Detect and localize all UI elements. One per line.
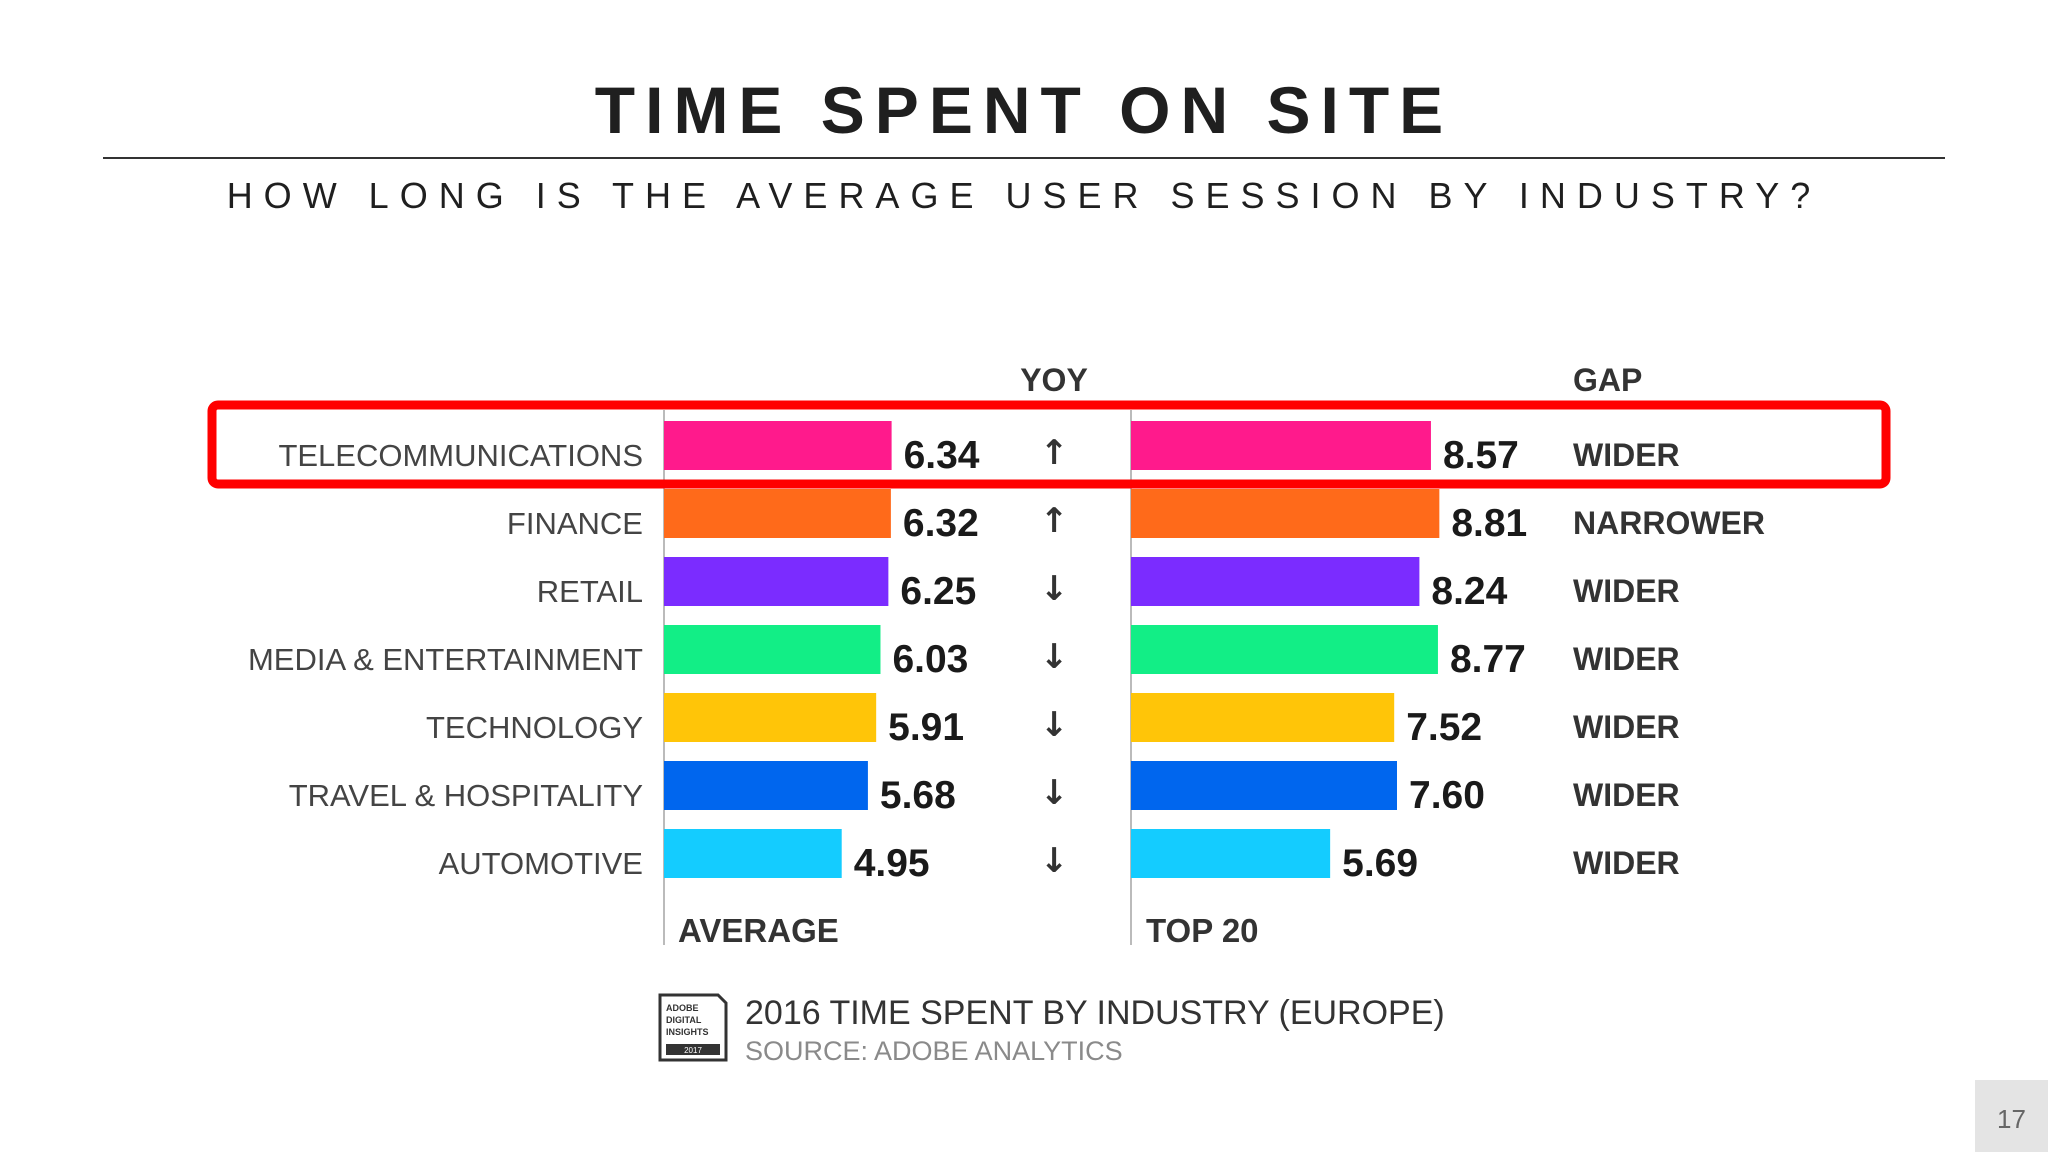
category-label: TECHNOLOGY bbox=[426, 710, 643, 745]
yoy-down-arrow-icon: ↓ bbox=[1040, 841, 1069, 881]
yoy-up-arrow-icon: ↑ bbox=[1040, 433, 1069, 473]
gap-label: WIDER bbox=[1573, 641, 1680, 677]
yoy-header: YOY bbox=[1020, 362, 1088, 398]
average-bar bbox=[664, 489, 891, 538]
adobe-digital-insights-logo: ADOBE DIGITAL INSIGHTS 2017 bbox=[658, 993, 728, 1062]
yoy-down-arrow-icon: ↓ bbox=[1040, 705, 1069, 745]
average-bar bbox=[664, 761, 868, 810]
gap-label: WIDER bbox=[1573, 437, 1680, 473]
gap-label: WIDER bbox=[1573, 845, 1680, 881]
page-number-box: 17 bbox=[1975, 1080, 2048, 1152]
yoy-down-arrow-icon: ↓ bbox=[1040, 773, 1069, 813]
gap-header: GAP bbox=[1573, 362, 1642, 398]
chart-caption-source: SOURCE: ADOBE ANALYTICS bbox=[745, 1036, 1123, 1066]
top20-bar bbox=[1131, 693, 1395, 742]
average-value-label: 6.03 bbox=[892, 638, 968, 681]
top20-bar bbox=[1131, 489, 1440, 538]
page-number: 17 bbox=[1997, 1104, 2026, 1134]
svg-text:ADOBE: ADOBE bbox=[666, 1003, 699, 1013]
average-value-label: 4.95 bbox=[854, 842, 930, 885]
category-label: AUTOMOTIVE bbox=[439, 846, 643, 881]
top20-bar bbox=[1131, 557, 1420, 606]
top20-bar bbox=[1131, 829, 1331, 878]
top20-value-label: 8.57 bbox=[1443, 434, 1519, 477]
category-label: TELECOMMUNICATIONS bbox=[278, 438, 643, 473]
slide-subtitle: HOW LONG IS THE AVERAGE USER SESSION BY … bbox=[226, 175, 1822, 216]
top20-axis-label: TOP 20 bbox=[1146, 912, 1259, 949]
svg-text:INSIGHTS: INSIGHTS bbox=[666, 1027, 709, 1037]
gap-label: WIDER bbox=[1573, 573, 1680, 609]
category-label: FINANCE bbox=[507, 506, 643, 541]
average-value-label: 5.91 bbox=[888, 706, 964, 749]
average-value-label: 5.68 bbox=[880, 774, 956, 817]
slide-title: TIME SPENT ON SITE bbox=[594, 73, 1454, 147]
gap-label: WIDER bbox=[1573, 777, 1680, 813]
highlight-box bbox=[207, 400, 1891, 489]
top20-value-label: 7.52 bbox=[1406, 706, 1482, 749]
top20-value-label: 8.24 bbox=[1431, 570, 1507, 613]
average-axis-label: AVERAGE bbox=[678, 912, 839, 949]
top20-value-label: 7.60 bbox=[1409, 774, 1485, 817]
chart-rows: TELECOMMUNICATIONS 6.34 ↑ 8.57 WIDER FINANCE 6… bbox=[248, 421, 1765, 885]
svg-text:DIGITAL: DIGITAL bbox=[666, 1015, 702, 1025]
yoy-down-arrow-icon: ↓ bbox=[1040, 569, 1069, 609]
average-value-label: 6.32 bbox=[903, 502, 979, 545]
top20-bar bbox=[1131, 761, 1397, 810]
average-bar bbox=[664, 557, 889, 606]
average-bar bbox=[664, 829, 842, 878]
gap-label: NARROWER bbox=[1573, 505, 1765, 541]
category-label: RETAIL bbox=[537, 574, 643, 609]
category-label: TRAVEL & HOSPITALITY bbox=[289, 778, 643, 813]
chart-caption-title: 2016 TIME SPENT BY INDUSTRY (EUROPE) bbox=[745, 994, 1445, 1032]
top20-value-label: 5.69 bbox=[1342, 842, 1418, 885]
category-label: MEDIA & ENTERTAINMENT bbox=[248, 642, 643, 677]
top20-bar bbox=[1131, 421, 1431, 470]
average-bar bbox=[664, 421, 892, 470]
yoy-up-arrow-icon: ↑ bbox=[1040, 501, 1069, 541]
gap-label: WIDER bbox=[1573, 709, 1680, 745]
top20-bar bbox=[1131, 625, 1438, 674]
svg-text:2017: 2017 bbox=[684, 1046, 702, 1055]
average-bar bbox=[664, 625, 881, 674]
average-value-label: 6.34 bbox=[904, 434, 980, 477]
average-bar bbox=[664, 693, 877, 742]
top20-value-label: 8.81 bbox=[1451, 502, 1527, 545]
yoy-down-arrow-icon: ↓ bbox=[1040, 637, 1069, 677]
title-divider bbox=[103, 157, 1945, 159]
average-value-label: 6.25 bbox=[900, 570, 976, 613]
top20-value-label: 8.77 bbox=[1450, 638, 1526, 681]
